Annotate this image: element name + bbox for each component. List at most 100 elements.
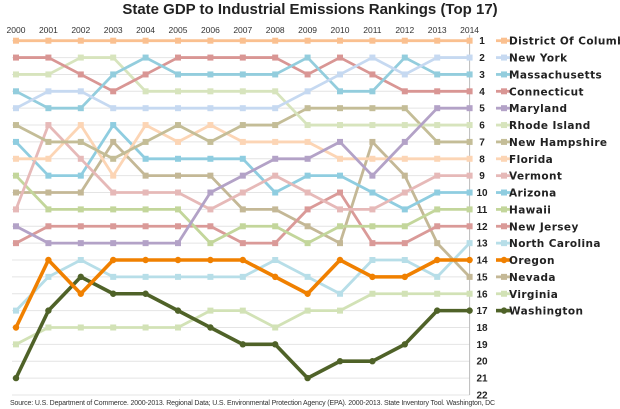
data-point	[13, 88, 19, 95]
data-point	[110, 105, 117, 112]
data-point	[12, 324, 20, 331]
data-point	[401, 37, 408, 44]
data-point	[401, 206, 408, 213]
data-point	[77, 240, 84, 247]
data-point	[239, 240, 246, 247]
data-point	[272, 155, 279, 162]
data-point	[369, 37, 376, 44]
series-maryland	[13, 105, 473, 247]
data-point	[466, 155, 473, 162]
data-point	[337, 172, 343, 179]
data-point	[401, 54, 408, 61]
year-tick-label: 2004	[136, 25, 155, 35]
data-point	[369, 71, 376, 78]
series-hawaii	[13, 172, 473, 247]
data-point	[142, 290, 149, 297]
data-point	[110, 172, 117, 179]
data-point	[175, 88, 181, 95]
data-point	[142, 37, 149, 44]
legend-label: Washington	[509, 306, 583, 318]
data-point	[175, 172, 181, 179]
data-point	[175, 54, 181, 61]
data-point	[110, 37, 117, 44]
data-point	[401, 122, 408, 129]
data-point	[45, 105, 52, 112]
data-point	[174, 256, 182, 264]
legend-label: Florida	[509, 154, 553, 166]
data-point	[207, 88, 214, 95]
legend-label: Rhode Island	[509, 120, 591, 132]
data-point	[13, 307, 19, 314]
data-point	[110, 223, 117, 230]
data-point	[77, 206, 84, 213]
data-point	[401, 273, 408, 281]
data-point	[142, 122, 149, 129]
data-point	[239, 122, 246, 129]
data-point	[207, 324, 214, 331]
data-point	[207, 54, 214, 61]
data-point	[142, 172, 149, 179]
year-tick-label: 2001	[39, 25, 58, 35]
data-point	[110, 273, 117, 280]
data-point	[434, 223, 441, 230]
data-point	[466, 71, 473, 78]
data-point	[77, 138, 84, 145]
legend-label: Arizona	[509, 188, 557, 200]
data-point	[110, 324, 117, 331]
data-point	[12, 374, 20, 382]
data-point	[77, 257, 84, 264]
data-point	[272, 206, 279, 213]
data-point	[337, 105, 343, 112]
data-point	[239, 307, 246, 314]
data-point	[304, 189, 311, 196]
data-point	[77, 71, 84, 78]
data-point	[13, 206, 19, 213]
data-point	[369, 88, 376, 95]
data-point	[110, 206, 117, 213]
series-connecticut	[13, 54, 473, 95]
data-point	[207, 223, 214, 230]
legend-marker	[500, 307, 508, 314]
legend-marker	[501, 138, 507, 145]
data-point	[142, 189, 149, 196]
data-point	[142, 88, 149, 95]
data-point	[369, 358, 376, 365]
data-point	[207, 138, 214, 145]
data-point	[45, 256, 52, 264]
data-point	[13, 71, 19, 78]
legend-marker	[501, 240, 507, 247]
data-point	[369, 155, 376, 162]
data-point	[337, 155, 343, 162]
data-point	[175, 240, 181, 247]
data-point	[434, 240, 441, 247]
data-point	[142, 324, 149, 331]
legend-marker	[501, 105, 507, 112]
series-new-hampshire	[13, 105, 473, 162]
rank-tick-label: 22	[476, 390, 488, 401]
data-point	[337, 122, 343, 129]
series-north-carolina	[13, 240, 473, 314]
data-point	[142, 273, 149, 280]
source-note: Source: U.S. Department of Commerce. 200…	[10, 400, 495, 407]
data-point	[272, 37, 279, 44]
chart-title: State GDP to Industrial Emissions Rankin…	[122, 1, 498, 18]
data-point	[466, 122, 473, 129]
data-point	[304, 273, 311, 280]
rank-tick-label: 10	[476, 188, 488, 199]
data-point	[466, 290, 473, 297]
data-point	[336, 358, 344, 365]
legend-marker	[501, 37, 507, 44]
data-point	[239, 138, 246, 145]
data-point	[142, 105, 149, 112]
data-point	[207, 172, 214, 179]
data-point	[142, 240, 149, 247]
data-point	[110, 54, 117, 61]
series-nevada	[13, 138, 473, 280]
data-point	[466, 307, 473, 314]
data-point	[239, 88, 246, 95]
year-tick-label: 2012	[395, 25, 414, 35]
data-point	[207, 273, 214, 280]
year-tick-label: 2002	[71, 25, 90, 35]
data-point	[304, 37, 311, 44]
rank-tick-label: 8	[479, 154, 485, 165]
